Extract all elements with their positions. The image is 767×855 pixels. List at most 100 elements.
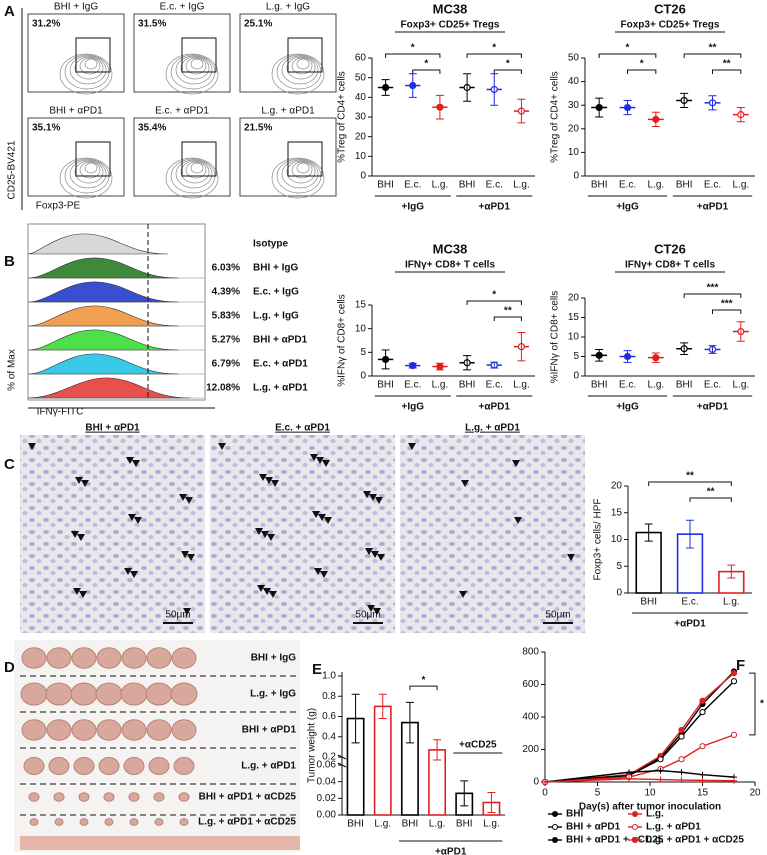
y-tick-label: 20 (355, 131, 367, 142)
significance: ** (709, 43, 717, 54)
contour (175, 55, 213, 85)
data-point (657, 776, 664, 783)
tumor (46, 719, 72, 741)
tumor (179, 818, 189, 826)
flow-percent: 21.5% (244, 123, 272, 134)
row-label: BHI + αPD1 + αCD25 (199, 792, 297, 803)
error-bar (435, 362, 444, 371)
flow-percent: 31.5% (138, 19, 166, 30)
arrowhead (320, 571, 328, 578)
x-tick-label: 0 (542, 788, 548, 799)
y-tick-label: 0 (573, 371, 579, 382)
y-tick-label: 15 (355, 300, 367, 311)
scale-label: 50μm (355, 610, 380, 621)
y-tick-label: 10 (568, 332, 580, 343)
y-tick-label: 20 (611, 481, 623, 492)
x-tick-label: BHI (459, 380, 476, 391)
error-bar (651, 111, 660, 127)
chart-subtitle: Foxp3+ CD25+ Tregs (401, 20, 500, 31)
gate (75, 141, 111, 177)
y-tick-label: 0.04 (317, 776, 337, 787)
group-label: +αCD25 (459, 740, 497, 751)
data-point (657, 756, 664, 763)
histogram (27, 305, 179, 327)
error-bar (381, 349, 390, 370)
row-label: BHI + αPD1 (242, 725, 297, 736)
tumor (28, 792, 40, 802)
bracket (409, 685, 438, 691)
y-tick-label: 0.6 (322, 711, 336, 722)
error-bar (686, 519, 694, 549)
tumor (153, 792, 165, 802)
x-tick-label: BHI (640, 597, 657, 608)
contour (175, 159, 213, 189)
x-tick-label: 5 (595, 788, 601, 799)
data-point (626, 775, 632, 782)
tumor (123, 757, 145, 775)
arrowhead (71, 531, 79, 538)
arrowhead (265, 477, 273, 484)
y-tick-label: 60 (355, 53, 367, 64)
y-tick-label: 30 (355, 112, 367, 123)
histogram-label: BHI + αPD1 (253, 335, 308, 346)
flow-label: BHI + IgG (54, 2, 98, 13)
flow-label: E.c. + αPD1 (155, 106, 209, 117)
data-point (699, 709, 706, 716)
arrowhead (408, 443, 416, 450)
arrowhead (130, 571, 138, 578)
x-tick-label: L.g. (723, 597, 740, 608)
arrowhead (322, 460, 330, 467)
y-tick-label: 0.02 (317, 793, 337, 804)
significance: * (424, 59, 428, 70)
flow-percent: 35.4% (138, 123, 166, 134)
group-label: +IgG (401, 202, 424, 213)
group-label: +IgG (616, 402, 639, 413)
legend-marker (552, 811, 558, 817)
contour (59, 157, 113, 199)
histogram (27, 353, 179, 375)
data-point (730, 678, 738, 685)
arrowhead (134, 517, 142, 524)
histogram-percent: 4.39% (212, 287, 240, 298)
significance: *** (721, 299, 733, 310)
data-point (699, 777, 706, 784)
arrowhead (377, 554, 385, 561)
significance: ** (686, 471, 694, 482)
arrowhead (269, 591, 277, 598)
error-bar (378, 693, 387, 720)
x-tick-label: L.g. (732, 180, 749, 191)
ruler (20, 836, 300, 850)
gate (287, 37, 323, 73)
error-bar (736, 107, 745, 123)
tumor (121, 719, 147, 741)
legend-marker (552, 837, 558, 843)
x-tick-label: E.c. (404, 180, 421, 191)
error-bar (487, 792, 496, 813)
y-title: %Treg of CD4+ cells (550, 71, 561, 163)
tumor (121, 647, 147, 669)
tumor (146, 719, 172, 741)
bracket (493, 69, 522, 74)
significance: ** (504, 306, 512, 317)
tumor (71, 647, 97, 669)
y-tick-label: 20 (568, 293, 580, 304)
tumor (48, 757, 70, 775)
contour (59, 53, 113, 95)
significance: * (640, 59, 644, 70)
arrowhead (126, 457, 134, 464)
error-bar (435, 94, 444, 120)
flow-label: L.g. + IgG (266, 2, 310, 13)
data-point (678, 769, 685, 776)
significance: *** (707, 283, 719, 294)
x-tick-label: BHI (591, 380, 608, 391)
arrowhead (375, 497, 383, 504)
histogram-label: BHI + IgG (253, 263, 299, 274)
ihc-image (210, 435, 395, 633)
y-tick-label: 5 (616, 561, 622, 572)
histogram-percent: 12.08% (206, 383, 240, 394)
y-tick-label: 0.00 (317, 810, 337, 821)
y-tick-label: 0.2 (322, 752, 336, 763)
x-tick-label: E.c. (486, 180, 503, 191)
tumor-photo (14, 640, 300, 852)
